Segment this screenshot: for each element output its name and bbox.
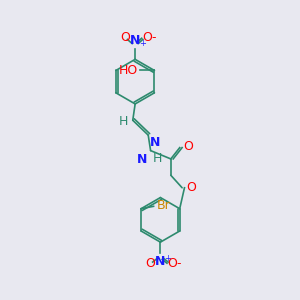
Text: O: O	[183, 140, 193, 153]
Text: O: O	[142, 31, 152, 44]
Text: N: N	[155, 255, 166, 268]
Text: +: +	[139, 39, 146, 48]
Text: Br: Br	[157, 199, 170, 212]
Text: -: -	[151, 31, 156, 44]
Text: N: N	[150, 136, 160, 149]
Text: O: O	[186, 181, 196, 194]
Text: O: O	[167, 257, 177, 270]
Text: H: H	[153, 152, 162, 165]
Text: HO: HO	[119, 64, 138, 77]
Text: N: N	[130, 34, 140, 46]
Text: O: O	[145, 257, 155, 270]
Text: -: -	[177, 257, 181, 270]
Text: H: H	[119, 115, 128, 128]
Text: N: N	[137, 153, 148, 166]
Text: O: O	[120, 31, 130, 44]
Text: +: +	[164, 254, 171, 263]
